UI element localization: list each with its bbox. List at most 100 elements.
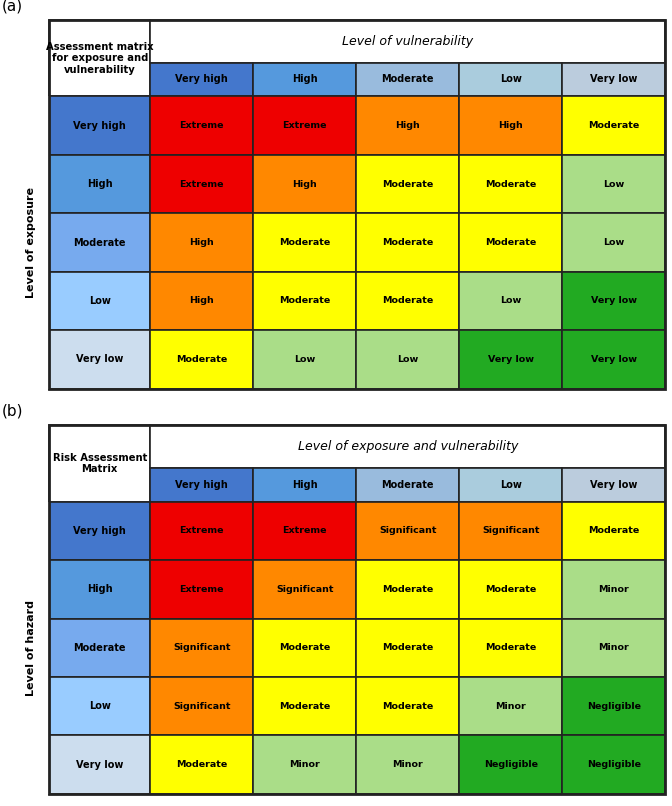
Text: Level of vulnerability: Level of vulnerability [342, 35, 473, 48]
Text: High: High [190, 238, 214, 247]
Text: Significant: Significant [379, 526, 437, 535]
Text: Extreme: Extreme [179, 180, 224, 189]
Bar [49, 330, 151, 388]
Bar [253, 467, 356, 501]
Text: Level of exposure: Level of exposure [26, 187, 36, 298]
Text: Moderate: Moderate [485, 238, 536, 247]
Text: Extreme: Extreme [179, 585, 224, 594]
Text: Extreme: Extreme [179, 121, 224, 130]
Bar [459, 330, 562, 388]
Bar [49, 97, 151, 155]
Text: Very low: Very low [76, 355, 124, 364]
Bar [49, 155, 151, 214]
Bar [356, 155, 459, 214]
Bar [49, 426, 151, 501]
Text: Very high: Very high [175, 480, 228, 490]
Bar [151, 426, 665, 467]
Text: Low: Low [603, 238, 624, 247]
Bar [459, 272, 562, 330]
Bar [49, 677, 151, 735]
Text: Very high: Very high [73, 526, 126, 536]
Bar [253, 214, 356, 272]
Text: Negligible: Negligible [587, 702, 641, 711]
Text: Low: Low [294, 355, 315, 364]
Bar [459, 155, 562, 214]
Text: (a): (a) [2, 0, 23, 13]
Text: Minor: Minor [598, 643, 629, 652]
Bar [459, 97, 562, 155]
Text: Moderate: Moderate [588, 121, 640, 130]
Text: Significant: Significant [173, 702, 230, 711]
Bar [151, 97, 253, 155]
Text: Minor: Minor [598, 585, 629, 594]
Text: Moderate: Moderate [485, 643, 536, 652]
Bar [49, 618, 151, 677]
Bar [151, 501, 253, 560]
Bar [562, 560, 665, 618]
Text: Moderate: Moderate [382, 585, 433, 594]
Bar [151, 63, 253, 97]
Text: High: High [190, 297, 214, 305]
Text: High: High [292, 74, 318, 85]
Bar [151, 618, 253, 677]
Text: Moderate: Moderate [279, 238, 331, 247]
Bar [253, 97, 356, 155]
Text: Level of exposure and vulnerability: Level of exposure and vulnerability [298, 440, 518, 453]
Text: Moderate: Moderate [382, 238, 433, 247]
Bar [562, 501, 665, 560]
Text: Moderate: Moderate [279, 643, 331, 652]
Text: Moderate: Moderate [485, 180, 536, 189]
Bar [253, 330, 356, 388]
Bar [49, 20, 151, 97]
Bar [356, 97, 459, 155]
Bar [562, 97, 665, 155]
Text: High: High [87, 179, 113, 189]
Bar [253, 618, 356, 677]
Bar [562, 677, 665, 735]
Text: Low: Low [500, 297, 521, 305]
Bar [356, 272, 459, 330]
Bar [562, 63, 665, 97]
Bar [562, 735, 665, 794]
Text: Moderate: Moderate [485, 585, 536, 594]
Bar [356, 63, 459, 97]
Text: High: High [87, 584, 113, 594]
Text: Minor: Minor [392, 760, 423, 769]
Bar [49, 560, 151, 618]
Text: Moderate: Moderate [279, 702, 331, 711]
Bar [49, 501, 151, 560]
Text: Very low: Very low [488, 355, 534, 364]
Bar [151, 20, 665, 63]
Bar [253, 501, 356, 560]
Text: Low: Low [89, 701, 111, 711]
Bar [13, 501, 49, 794]
Text: High: High [499, 121, 523, 130]
Text: Very low: Very low [591, 297, 637, 305]
Text: (b): (b) [2, 403, 24, 418]
Text: Low: Low [603, 180, 624, 189]
Bar [356, 330, 459, 388]
Bar [356, 467, 459, 501]
Text: Very low: Very low [590, 480, 638, 490]
Text: High: High [292, 480, 318, 490]
Bar [356, 735, 459, 794]
Text: Moderate: Moderate [382, 180, 433, 189]
Text: Moderate: Moderate [176, 355, 227, 364]
Bar [356, 618, 459, 677]
Bar [151, 330, 253, 388]
Bar [151, 560, 253, 618]
Bar [253, 677, 356, 735]
Bar [459, 63, 562, 97]
Bar [562, 467, 665, 501]
Text: Moderate: Moderate [382, 702, 433, 711]
Text: Moderate: Moderate [73, 238, 126, 247]
Bar [49, 272, 151, 330]
Text: Risk Assessment
Matrix: Risk Assessment Matrix [52, 453, 147, 475]
Bar [151, 214, 253, 272]
Bar [253, 63, 356, 97]
Text: Significant: Significant [482, 526, 540, 535]
Bar [151, 155, 253, 214]
Text: Very low: Very low [76, 760, 124, 770]
Bar [459, 467, 562, 501]
Bar [253, 560, 356, 618]
